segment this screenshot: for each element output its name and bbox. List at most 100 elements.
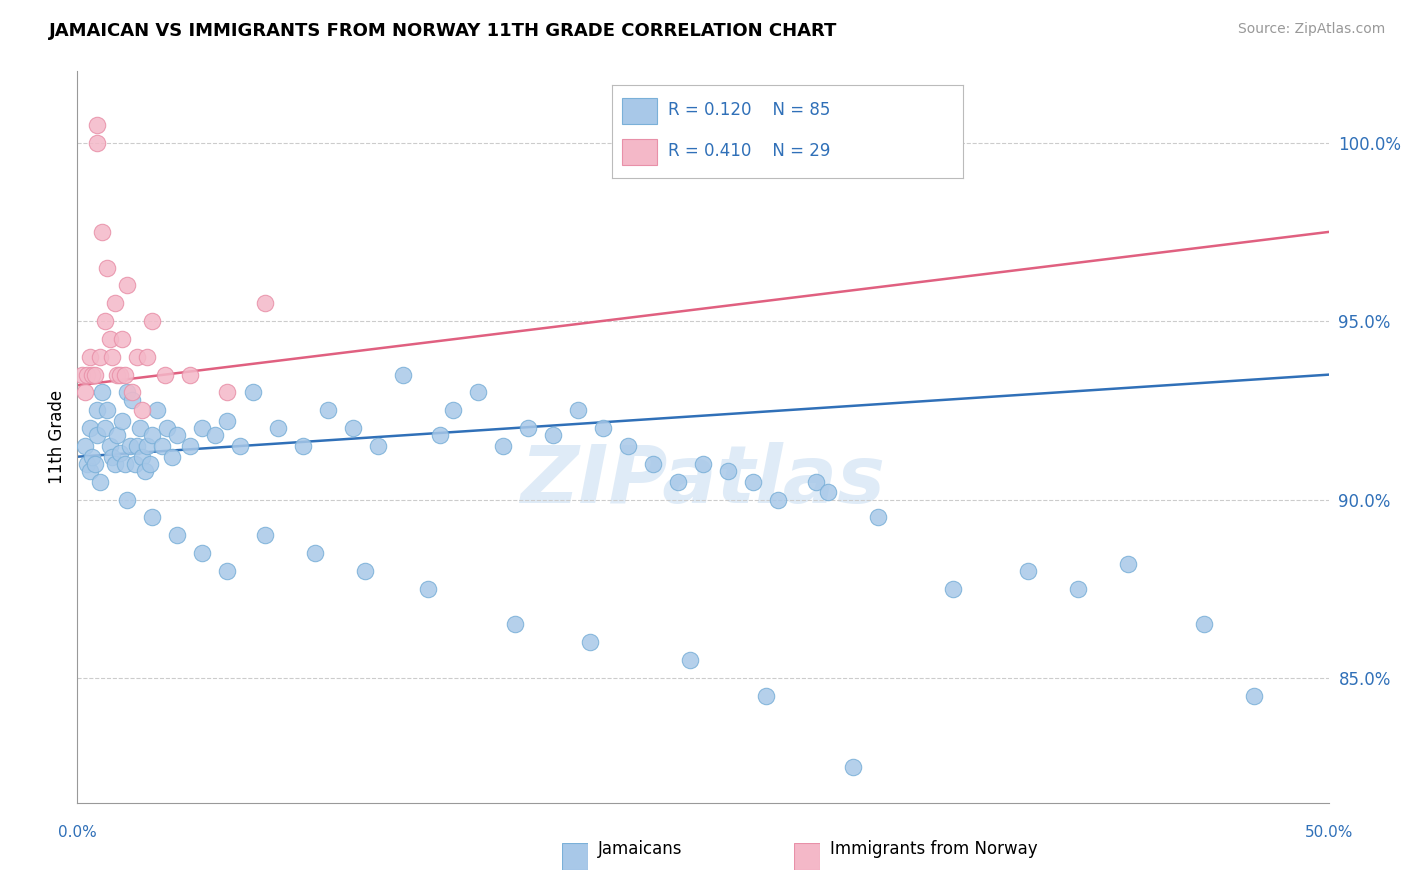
Point (79, 421, 101, 435)
Point (1067, 582, 1090, 596)
Point (166, 528, 188, 542)
Y-axis label: 11th Grade: 11th Grade (48, 390, 66, 484)
Text: Jamaicans: Jamaicans (598, 840, 682, 858)
Point (354, 564, 377, 578)
Point (131, 403, 153, 417)
Point (666, 475, 689, 489)
Point (83, 457, 105, 471)
Point (254, 296, 277, 310)
Point (516, 421, 538, 435)
Point (579, 635, 602, 649)
Point (766, 492, 789, 507)
Point (817, 485, 839, 500)
Point (592, 421, 614, 435)
Point (217, 385, 239, 400)
Point (1243, 689, 1265, 703)
Point (91, 385, 114, 400)
Point (101, 350, 124, 364)
Point (179, 368, 201, 382)
Text: Source: ZipAtlas.com: Source: ZipAtlas.com (1237, 22, 1385, 37)
Point (717, 464, 740, 478)
Point (108, 368, 131, 382)
Point (82, 450, 104, 464)
Point (641, 457, 664, 471)
Point (121, 392, 143, 407)
Point (204, 428, 226, 442)
Point (1192, 617, 1215, 632)
Point (72, 368, 94, 382)
Point (96, 260, 118, 275)
Bar (621, 98, 657, 124)
Point (804, 475, 827, 489)
Point (679, 653, 702, 667)
Point (121, 385, 143, 400)
Point (868, 510, 890, 524)
Point (217, 564, 239, 578)
Point (86, 136, 108, 150)
Point (492, 439, 515, 453)
Point (139, 457, 162, 471)
Point (111, 414, 134, 428)
Text: ZIPatlas: ZIPatlas (520, 442, 886, 520)
Point (98, 439, 121, 453)
Bar (621, 139, 657, 165)
Point (254, 528, 277, 542)
Point (82, 368, 104, 382)
Point (242, 385, 264, 400)
Point (127, 439, 149, 453)
Point (191, 546, 214, 560)
Point (105, 368, 128, 382)
Point (86, 428, 108, 442)
Point (94, 421, 117, 435)
Point (391, 368, 413, 382)
Point (742, 475, 765, 489)
Point (152, 439, 174, 453)
Point (76, 457, 98, 471)
Text: R = 0.120    N = 85: R = 0.120 N = 85 (668, 101, 830, 119)
Point (117, 492, 139, 507)
Point (98, 332, 121, 346)
Point (136, 350, 159, 364)
Point (162, 450, 184, 464)
Point (141, 510, 163, 524)
Point (304, 546, 326, 560)
Point (134, 464, 156, 478)
Point (179, 439, 201, 453)
Point (86, 403, 108, 417)
Point (124, 457, 146, 471)
Point (83, 368, 105, 382)
Point (114, 368, 136, 382)
Point (114, 457, 136, 471)
Point (153, 368, 176, 382)
Point (316, 403, 339, 417)
Point (73, 385, 96, 400)
Point (291, 439, 314, 453)
Point (86, 118, 108, 132)
Point (89, 475, 111, 489)
Point (367, 439, 389, 453)
Text: 0.0%: 0.0% (58, 825, 97, 840)
Point (79, 464, 101, 478)
Point (136, 439, 159, 453)
Text: Immigrants from Norway: Immigrants from Norway (830, 840, 1038, 858)
Point (131, 450, 153, 464)
Point (127, 350, 149, 364)
Text: 50.0%: 50.0% (1305, 825, 1353, 840)
Point (441, 403, 464, 417)
Text: R = 0.410    N = 29: R = 0.410 N = 29 (668, 142, 830, 161)
Point (229, 439, 252, 453)
Point (1017, 564, 1039, 578)
Point (76, 368, 98, 382)
Point (117, 385, 139, 400)
Point (342, 421, 364, 435)
Point (118, 439, 141, 453)
Point (105, 428, 128, 442)
Point (111, 332, 134, 346)
Point (79, 350, 101, 364)
Point (567, 403, 589, 417)
Point (942, 582, 965, 596)
Point (101, 450, 124, 464)
Text: JAMAICAN VS IMMIGRANTS FROM NORWAY 11TH GRADE CORRELATION CHART: JAMAICAN VS IMMIGRANTS FROM NORWAY 11TH … (49, 22, 838, 40)
Point (146, 403, 169, 417)
Point (94, 314, 117, 328)
